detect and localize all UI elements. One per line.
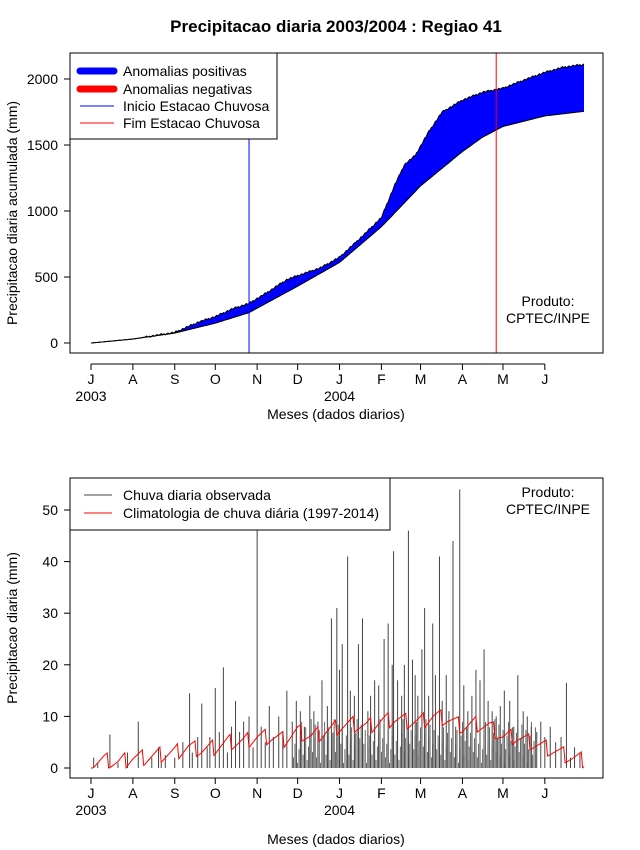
c2-x-tick-label: M xyxy=(497,785,509,801)
c2-x-tick-label: J xyxy=(336,785,343,801)
legend: Anomalias positivas Anomalias negativas … xyxy=(69,52,278,140)
x-axis-label: Meses (dados diarios) xyxy=(267,406,405,422)
c1-x-tick-label: D xyxy=(293,371,303,387)
product-annotation-2-line1: Produto: xyxy=(522,484,575,500)
c1-x-tick-label: O xyxy=(210,371,221,387)
x-axis-label-2: Meses (dados diarios) xyxy=(267,831,405,847)
c2-x-tick-label: N xyxy=(252,785,262,801)
c2-x-tick-label: A xyxy=(458,785,468,801)
c2-y-tick-label: 30 xyxy=(42,605,58,621)
c2-x-tick-label: J xyxy=(88,785,95,801)
c2-x-tick-label: O xyxy=(210,785,221,801)
c1-x-tick-label: S xyxy=(170,371,179,387)
legend-box xyxy=(69,52,278,140)
c1-x-tick-label: M xyxy=(497,371,509,387)
c1-x-tick-label: A xyxy=(128,371,138,387)
c1-y-tick-label: 0 xyxy=(50,335,58,351)
climatology-line xyxy=(91,709,585,770)
c2-year-label: 2003 xyxy=(75,802,106,818)
legend-label-observed: Chuva diaria observada xyxy=(123,487,271,503)
positive-anomaly-area xyxy=(91,63,584,344)
c2-x-tick-label: J xyxy=(541,785,548,801)
chart-title: Precipitacao diaria 2003/2004 : Regiao 4… xyxy=(170,17,502,36)
c1-y-tick-label: 1000 xyxy=(27,203,58,219)
product-annotation-2-line2: CPTEC/INPE xyxy=(506,501,590,517)
c1-x-tick-label: J xyxy=(88,371,95,387)
c2-x-tick-label: M xyxy=(415,785,427,801)
legend-label-onset: Inicio Estacao Chuvosa xyxy=(123,98,270,114)
c2-y-tick-label: 50 xyxy=(42,502,58,518)
c2-year-label: 2004 xyxy=(324,802,355,818)
c1-x-tick-label: F xyxy=(377,371,386,387)
c1-year-label: 2003 xyxy=(75,388,106,404)
c1-x-tick-label: J xyxy=(336,371,343,387)
c2-x-tick-label: D xyxy=(293,785,303,801)
c2-x-tick-label: F xyxy=(377,785,386,801)
legend-label-climatology: Climatologia de chuva diária (1997-2014) xyxy=(123,505,379,521)
product-annotation-line2: CPTEC/INPE xyxy=(506,310,590,326)
legend-label-positive: Anomalias positivas xyxy=(123,63,247,79)
observed-bars-group xyxy=(93,489,581,768)
c2-y-tick-label: 40 xyxy=(42,554,58,570)
c1-y-tick-label: 1500 xyxy=(27,137,58,153)
c1-y-tick-label: 500 xyxy=(35,269,59,285)
c2-y-tick-label: 0 xyxy=(50,760,58,776)
y-axis-label-2: Precipitacao diaria (mm) xyxy=(4,552,20,704)
climatology-cumulative-line xyxy=(90,110,585,344)
c1-x-tick-label: A xyxy=(458,371,468,387)
c2-x-tick-label: A xyxy=(128,785,138,801)
product-annotation-line1: Produto: xyxy=(522,293,575,309)
c1-x-tick-label: J xyxy=(541,371,548,387)
c1-y-tick-label: 2000 xyxy=(27,71,58,87)
legend-box-2 xyxy=(69,477,391,531)
c1-x-tick-label: N xyxy=(252,371,262,387)
c2-y-tick-label: 20 xyxy=(42,657,58,673)
c2-x-tick-label: S xyxy=(170,785,179,801)
legend-2: Chuva diaria observada Climatologia de c… xyxy=(69,477,391,531)
legend-label-end: Fim Estacao Chuvosa xyxy=(123,115,260,131)
y-axis-label: Precipitacao diaria acumulada (mm) xyxy=(4,101,20,325)
c1-year-label: 2004 xyxy=(324,388,355,404)
c2-y-tick-label: 10 xyxy=(42,708,58,724)
legend-label-negative: Anomalias negativas xyxy=(123,81,252,97)
c1-x-tick-label: M xyxy=(415,371,427,387)
